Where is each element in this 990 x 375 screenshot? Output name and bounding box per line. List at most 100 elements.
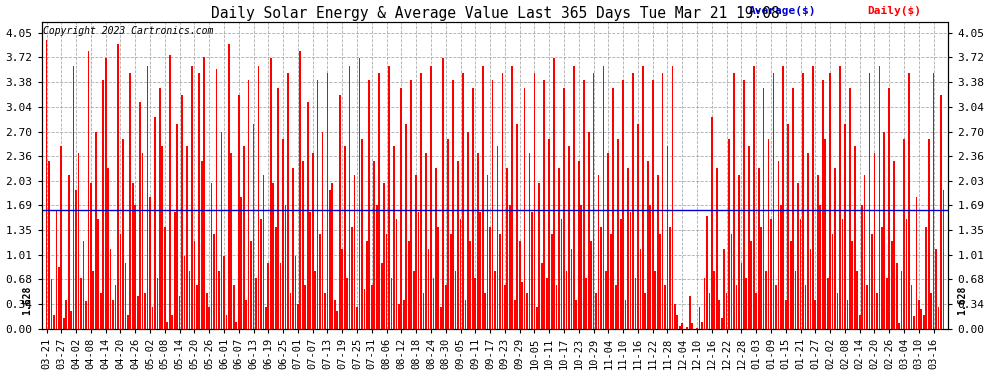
Bar	[265, 307, 266, 329]
Bar	[233, 285, 235, 329]
Bar	[454, 271, 456, 329]
Bar	[137, 296, 139, 329]
Bar	[646, 161, 648, 329]
Bar	[386, 234, 387, 329]
Bar	[238, 95, 240, 329]
Bar	[913, 316, 915, 329]
Bar	[110, 249, 112, 329]
Bar	[837, 292, 839, 329]
Bar	[46, 40, 48, 329]
Bar	[812, 66, 814, 329]
Bar	[122, 139, 124, 329]
Bar	[679, 326, 681, 329]
Bar	[805, 285, 806, 329]
Bar	[558, 168, 560, 329]
Bar	[334, 300, 336, 329]
Bar	[184, 256, 185, 329]
Bar	[640, 249, 642, 329]
Bar	[918, 300, 920, 329]
Bar	[752, 66, 754, 329]
Bar	[270, 58, 271, 329]
Bar	[211, 183, 213, 329]
Bar	[555, 285, 557, 329]
Bar	[933, 73, 935, 329]
Bar	[923, 315, 925, 329]
Bar	[649, 205, 651, 329]
Bar	[393, 146, 395, 329]
Bar	[459, 219, 461, 329]
Bar	[482, 66, 483, 329]
Bar	[248, 80, 249, 329]
Bar	[213, 234, 215, 329]
Bar	[507, 168, 508, 329]
Bar	[415, 176, 417, 329]
Text: Average($): Average($)	[748, 6, 817, 16]
Bar	[570, 249, 572, 329]
Bar	[428, 249, 430, 329]
Text: Copyright 2023 Cartronics.com: Copyright 2023 Cartronics.com	[44, 26, 214, 36]
Bar	[613, 88, 614, 329]
Bar	[346, 278, 348, 329]
Bar	[75, 190, 77, 329]
Bar	[620, 219, 622, 329]
Bar	[800, 219, 802, 329]
Bar	[63, 318, 64, 329]
Bar	[724, 249, 725, 329]
Bar	[92, 271, 94, 329]
Bar	[605, 271, 607, 329]
Bar	[755, 292, 757, 329]
Bar	[931, 292, 932, 329]
Bar	[502, 73, 503, 329]
Bar	[526, 292, 528, 329]
Bar	[329, 190, 331, 329]
Bar	[58, 267, 59, 329]
Bar	[696, 328, 698, 329]
Bar	[479, 212, 481, 329]
Bar	[80, 278, 82, 329]
Bar	[267, 263, 269, 329]
Bar	[302, 161, 304, 329]
Bar	[358, 58, 360, 329]
Bar	[810, 249, 811, 329]
Bar	[691, 323, 693, 329]
Bar	[176, 124, 178, 329]
Bar	[410, 80, 412, 329]
Bar	[166, 322, 168, 329]
Bar	[608, 153, 609, 329]
Bar	[403, 300, 405, 329]
Bar	[827, 278, 829, 329]
Bar	[938, 307, 940, 329]
Bar	[671, 66, 673, 329]
Bar	[618, 139, 619, 329]
Bar	[337, 311, 339, 329]
Bar	[221, 132, 223, 329]
Bar	[716, 168, 718, 329]
Bar	[452, 80, 454, 329]
Bar	[560, 219, 562, 329]
Bar	[272, 183, 274, 329]
Bar	[430, 66, 432, 329]
Bar	[95, 132, 97, 329]
Bar	[398, 303, 400, 329]
Text: 1.628: 1.628	[23, 286, 33, 315]
Bar	[292, 168, 294, 329]
Bar	[252, 124, 254, 329]
Bar	[731, 234, 733, 329]
Bar	[936, 249, 937, 329]
Bar	[792, 88, 794, 329]
Bar	[940, 95, 941, 329]
Bar	[135, 205, 136, 329]
Bar	[151, 307, 153, 329]
Bar	[849, 88, 850, 329]
Bar	[72, 66, 74, 329]
Bar	[142, 153, 144, 329]
Bar	[906, 219, 908, 329]
Bar	[120, 234, 122, 329]
Bar	[418, 212, 420, 329]
Bar	[499, 234, 501, 329]
Bar	[351, 226, 353, 329]
Bar	[553, 58, 555, 329]
Bar	[517, 124, 518, 329]
Bar	[842, 219, 843, 329]
Bar	[871, 234, 873, 329]
